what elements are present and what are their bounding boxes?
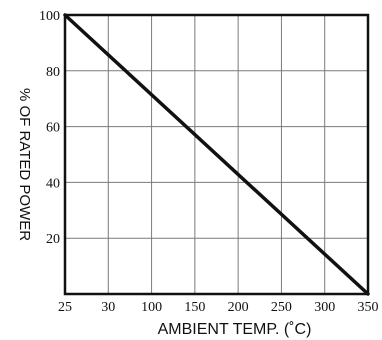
plot-frame [63, 13, 370, 296]
x-tick-label: 25 [58, 300, 72, 315]
y-tick-label: 100 [39, 9, 60, 24]
grid-lines [65, 15, 368, 294]
x-tick-labels: 25 30 100 150 200 250 300 350 [58, 300, 379, 315]
x-tick-label: 350 [358, 300, 379, 315]
y-tick-label: 60 [46, 121, 60, 136]
y-axis-label: % OF RATED POWER [16, 88, 33, 241]
x-tick-label: 250 [271, 300, 292, 315]
derating-line [63, 13, 370, 296]
y-tick-label: 20 [46, 232, 60, 247]
series-layer [63, 13, 370, 296]
x-tick-label: 150 [184, 300, 205, 315]
x-axis-label: AMBIENT TEMP. (˚C) [158, 321, 312, 338]
x-tick-label: 200 [228, 300, 249, 315]
x-tick-label: 300 [314, 300, 335, 315]
y-tick-labels: 20 40 60 80 100 [39, 9, 60, 247]
y-tick-label: 80 [46, 65, 60, 80]
x-tick-label: 100 [141, 300, 162, 315]
x-tick-label: 30 [101, 300, 115, 315]
y-tick-label: 40 [46, 176, 60, 191]
